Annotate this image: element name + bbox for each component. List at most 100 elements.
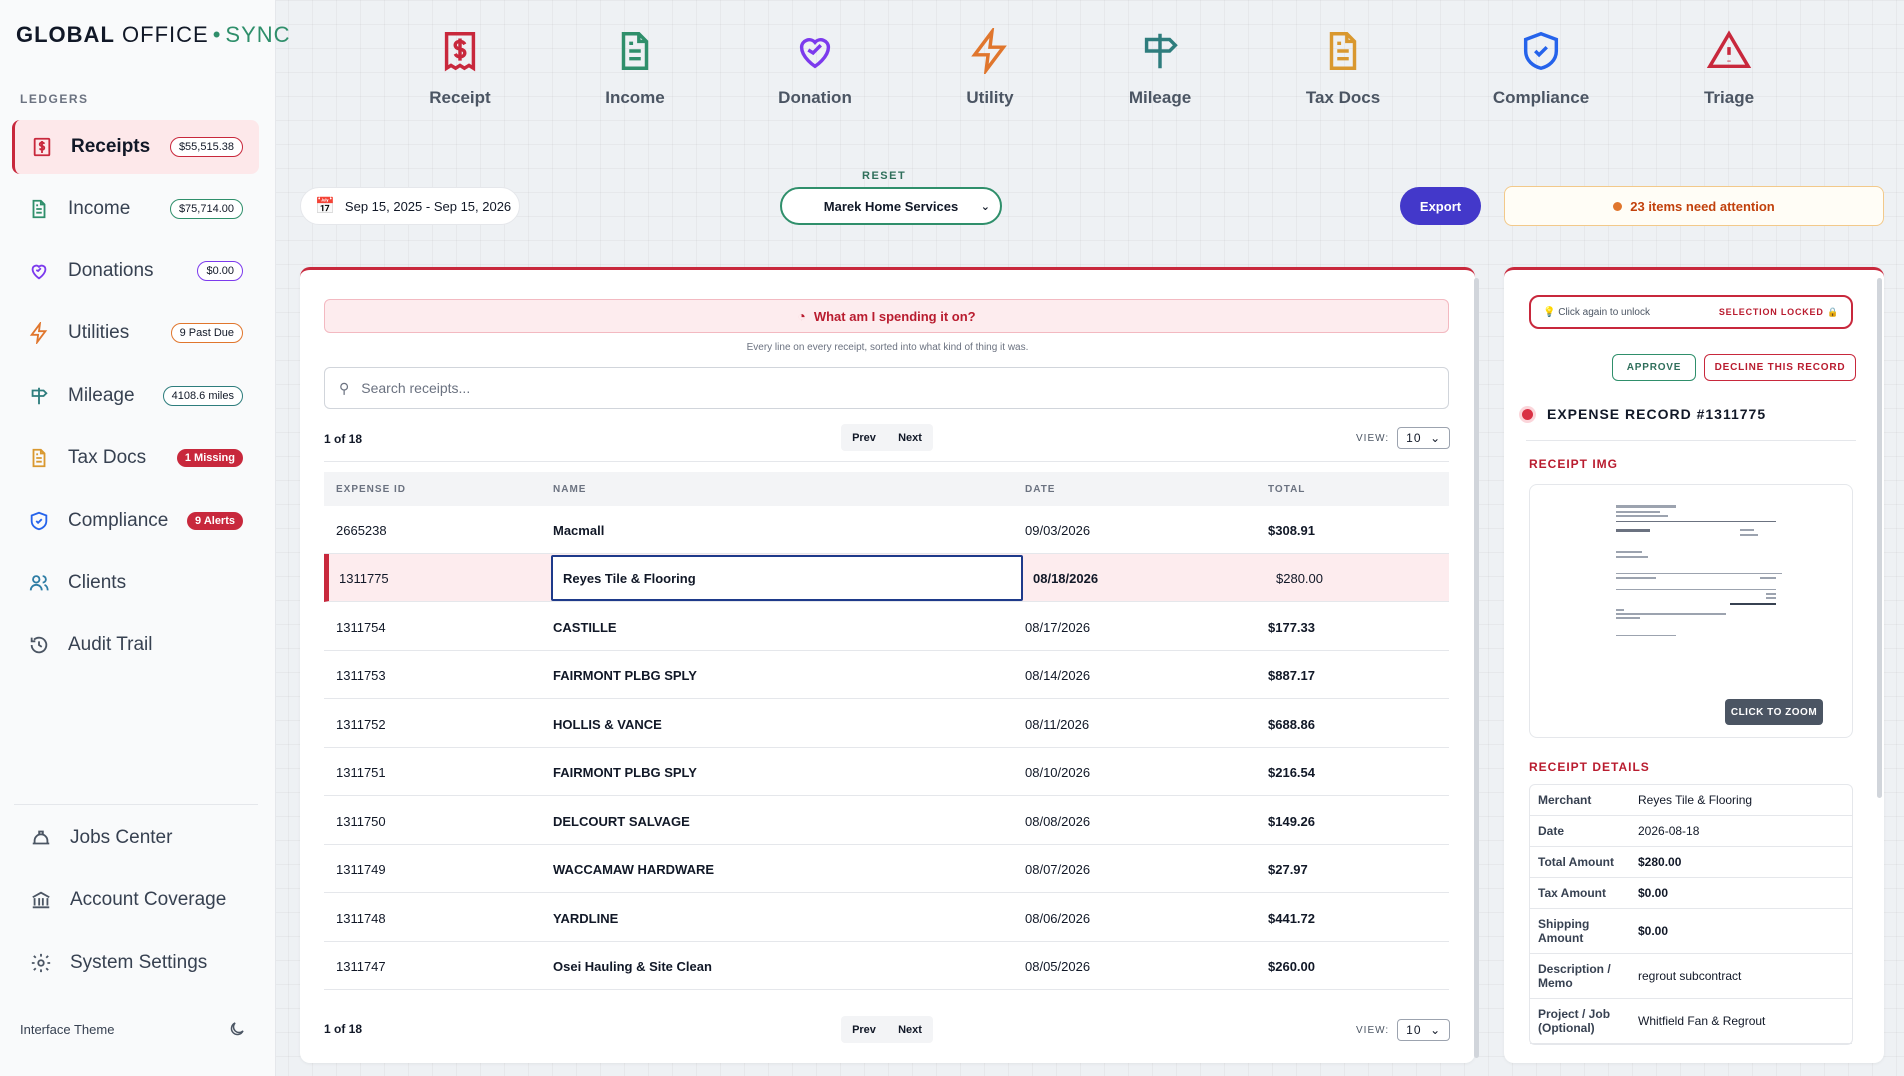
cell-expense-id: 1311749: [336, 862, 386, 877]
selection-lock-bar[interactable]: 💡 Click again to unlock SELECTION LOCKED…: [1529, 295, 1853, 329]
unlock-hint-text: Click again to unlock: [1558, 306, 1650, 318]
spending-breakdown-button[interactable]: ◔ What am I spending it on?: [324, 299, 1449, 333]
main-scrollbar[interactable]: [1474, 278, 1479, 1058]
sidebar-item-system-settings[interactable]: System Settings: [12, 938, 259, 988]
table-row[interactable]: 1311753 FAIRMONT PLBG SPLY 08/14/2026 $8…: [324, 651, 1449, 699]
sidebar-item-receipts[interactable]: Receipts $55,515.38: [12, 120, 259, 174]
table-row[interactable]: 1311751 FAIRMONT PLBG SPLY 08/10/2026 $2…: [324, 748, 1449, 796]
pie-chart-icon: ◔: [797, 308, 806, 324]
attention-dot-icon: [1613, 201, 1623, 211]
prev-page-button[interactable]: Prev: [852, 431, 876, 444]
cell-expense-id: 1311753: [336, 668, 386, 683]
detail-value: $280.00: [1638, 855, 1682, 869]
sidebar-item-compliance[interactable]: Compliance 9 Alerts: [12, 494, 259, 548]
cell-date: 08/17/2026: [1025, 620, 1091, 635]
category-compliance[interactable]: Compliance: [1471, 28, 1611, 108]
detail-key: Date: [1538, 824, 1565, 838]
status-dot-icon: [1522, 408, 1533, 420]
table-row[interactable]: 1311747 Osei Hauling & Site Clean 08/05/…: [324, 942, 1449, 990]
panel-scrollbar[interactable]: [1877, 278, 1882, 798]
click-to-zoom-button[interactable]: CLICK TO ZOOM: [1725, 699, 1823, 725]
column-date[interactable]: DATE: [1025, 484, 1056, 495]
selection-locked-text: SELECTION LOCKED: [1718, 306, 1824, 317]
document-icon: [621, 32, 649, 70]
brand-part-2: OFFICE: [122, 22, 209, 47]
category-label: Tax Docs: [1305, 88, 1381, 107]
signpost-icon: [1144, 33, 1178, 69]
category-triage[interactable]: Triage: [1659, 28, 1799, 108]
sidebar-item-jobs-center[interactable]: Jobs Center: [12, 813, 259, 863]
page-size-select[interactable]: 10 ⌄: [1397, 427, 1451, 449]
detail-row: Project / Job (Optional) Whitfield Fan &…: [1530, 999, 1852, 1044]
sidebar-item-donations[interactable]: Donations $0.00: [12, 244, 259, 298]
sidebar-item-income[interactable]: Income $75,714.00: [12, 182, 259, 236]
table-row[interactable]: 1311749 WACCAMAW HARDWARE 08/07/2026 $27…: [324, 845, 1449, 893]
detail-row: Date 2026-08-18: [1530, 816, 1852, 847]
column-expense-id[interactable]: EXPENSE ID: [336, 484, 407, 495]
reset-button[interactable]: RESET: [862, 170, 907, 182]
export-button[interactable]: Export: [1400, 187, 1481, 225]
page-size-control-bottom: VIEW: 10 ⌄: [1356, 1019, 1451, 1041]
sidebar-item-account-coverage[interactable]: Account Coverage: [12, 875, 259, 925]
decline-record-button[interactable]: DECLINE THIS RECORD: [1704, 354, 1856, 381]
category-income[interactable]: Income: [565, 28, 705, 108]
category-tax-docs[interactable]: Tax Docs: [1273, 28, 1413, 108]
bank-icon: [32, 891, 50, 909]
detail-key: Description / Memo: [1538, 962, 1611, 990]
table-row-selected[interactable]: 1311775 Reyes Tile & Flooring 08/18/2026…: [324, 554, 1449, 602]
table-row[interactable]: 1311750 DELCOURT SALVAGE 08/08/2026 $149…: [324, 797, 1449, 845]
cell-date: 08/05/2026: [1025, 959, 1091, 974]
column-total[interactable]: TOTAL: [1268, 484, 1306, 495]
prev-page-button[interactable]: Prev: [852, 1023, 876, 1036]
client-select[interactable]: Marek Home Services ⌄: [780, 187, 1002, 225]
sidebar-item-utilities[interactable]: Utilities 9 Past Due: [12, 306, 259, 360]
cell-total: $216.54: [1268, 765, 1315, 780]
table-row[interactable]: 1311754 CASTILLE 08/17/2026 $177.33: [324, 603, 1449, 651]
category-label: Triage: [1703, 88, 1755, 107]
search-input[interactable]: ⚲ Search receipts...: [324, 367, 1449, 409]
brand-logo[interactable]: GLOBAL OFFICE • SYNC: [16, 22, 291, 48]
cell-date: 08/11/2026: [1025, 717, 1090, 732]
sidebar-item-label: Tax Docs: [68, 447, 147, 468]
moon-icon[interactable]: [228, 1020, 246, 1038]
name-cell-focus[interactable]: [551, 555, 1023, 601]
detail-row: Tax Amount $0.00: [1530, 878, 1852, 909]
cell-total: $441.72: [1268, 911, 1315, 926]
page-size-value: 10: [1406, 431, 1422, 445]
category-utility[interactable]: Utility: [920, 28, 1060, 108]
date-range-picker[interactable]: 📅 Sep 15, 2025 - Sep 15, 2026: [300, 187, 520, 225]
next-page-button[interactable]: Next: [898, 1023, 922, 1036]
table-row[interactable]: 1311752 HOLLIS & VANCE 08/11/2026 $688.8…: [324, 700, 1449, 748]
sidebar-item-label: Receipts: [71, 136, 151, 157]
receipt-image[interactable]: CLICK TO ZOOM: [1529, 484, 1853, 738]
chevron-down-icon: ⌄: [980, 200, 990, 213]
approve-button[interactable]: APPROVE: [1612, 354, 1696, 381]
next-page-button[interactable]: Next: [898, 431, 922, 444]
receipt-img-heading: RECEIPT IMG: [1529, 457, 1619, 471]
detail-row: Total Amount $280.00: [1530, 847, 1852, 878]
sidebar-item-label: Audit Trail: [68, 634, 153, 655]
sidebar-item-tax-docs[interactable]: Tax Docs 1 Missing: [12, 431, 259, 485]
tax-document-icon: [32, 448, 46, 468]
category-donation[interactable]: Donation: [745, 28, 885, 108]
category-mileage[interactable]: Mileage: [1090, 28, 1230, 108]
column-name[interactable]: NAME: [553, 484, 587, 495]
cell-total: $260.00: [1268, 959, 1315, 974]
attention-alert[interactable]: 23 items need attention: [1504, 186, 1884, 226]
category-receipt[interactable]: Receipt: [390, 28, 530, 108]
detail-row: Shipping Amount $0.00: [1530, 909, 1852, 954]
spending-breakdown-caption: Every line on every receipt, sorted into…: [746, 342, 1029, 353]
table-row[interactable]: 1311748 YARDLINE 08/06/2026 $441.72: [324, 894, 1449, 942]
sidebar-item-audit-trail[interactable]: Audit Trail: [12, 618, 259, 672]
sidebar-item-clients[interactable]: Clients: [12, 556, 259, 610]
cell-expense-id: 2665238: [336, 523, 387, 538]
cell-expense-id: 1311750: [336, 814, 386, 829]
lightning-icon: [29, 322, 48, 344]
heart-icon: [799, 38, 831, 69]
sidebar-item-mileage[interactable]: Mileage 4108.6 miles: [12, 369, 259, 423]
table-row[interactable]: 2665238 Macmall 09/03/2026 $308.91: [324, 506, 1449, 554]
chevron-down-icon: ⌄: [1430, 431, 1442, 445]
page-size-select[interactable]: 10 ⌄: [1397, 1019, 1451, 1041]
cell-date: 08/07/2026: [1025, 862, 1091, 877]
cell-total: $308.91: [1268, 523, 1315, 538]
